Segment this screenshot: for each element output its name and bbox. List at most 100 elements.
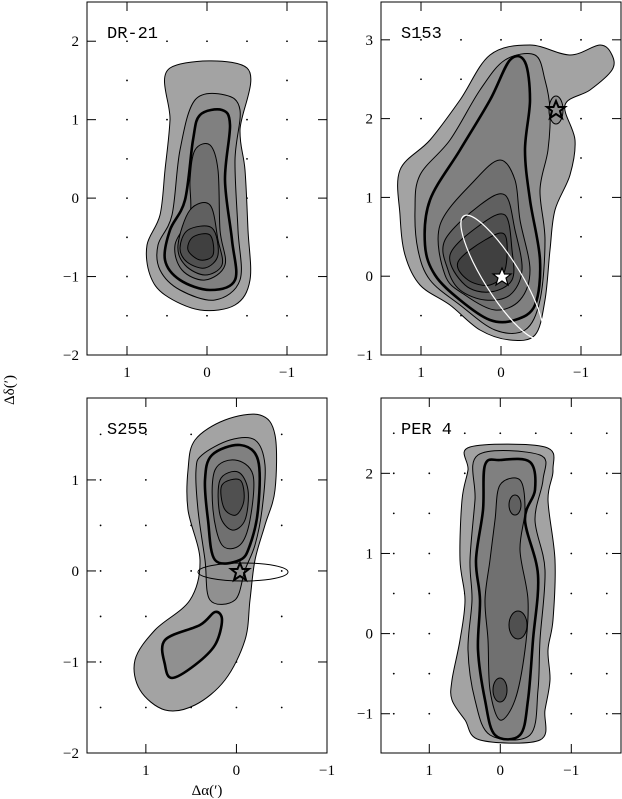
grid-dot [428,632,431,635]
grid-dot [570,512,573,515]
grid-dot [246,157,248,160]
x-tick-label: −1 [319,763,335,779]
grid-dot [126,314,128,317]
y-tick-label: 3 [366,33,374,49]
y-tick-label: −1 [357,707,373,723]
grid-dot [428,712,431,715]
grid-dot [190,570,193,572]
grid-dot [286,197,288,200]
grid-dot [190,433,193,436]
grid-dot [206,40,208,43]
grid-dot [580,275,582,278]
grid-dot [280,433,283,436]
y-tick-label: 0 [72,191,80,207]
y-tick-label: 1 [72,473,80,489]
grid-dot [605,512,608,515]
y-tick-label: −2 [63,746,79,762]
grid-dot [246,40,248,43]
y-tick-label: 1 [366,190,374,206]
grid-dot [392,472,395,475]
grid-dot [605,712,608,715]
grid-dot [605,592,608,595]
grid-dot [99,524,102,527]
grid-dot [280,524,283,527]
y-tick-label: 0 [72,564,80,580]
grid-dot [280,570,283,572]
grid-dot [246,314,248,317]
grid-dot [428,592,431,595]
grid-dot [286,275,288,278]
beam-ellipse [460,214,544,340]
grid-dot [144,706,147,709]
grid-dot [570,592,573,595]
y-tick-label: −1 [357,348,373,364]
grid-dot [166,118,168,121]
x-tick-label: −1 [279,365,295,381]
panel-title: S255 [107,421,148,440]
grid-dot [392,712,395,715]
grid-dot [99,570,102,572]
grid-dot [605,632,608,635]
grid-dot [460,78,462,81]
grid-dot [570,432,573,435]
y-tick-label: −2 [63,348,79,364]
grid-dot [428,472,431,475]
grid-dot [126,79,128,82]
grid-dot [392,672,395,675]
grid-dot [570,632,573,635]
grid-dot [580,235,582,238]
grid-dot [286,157,288,160]
y-tick-label: 0 [366,269,374,285]
grid-dot [392,592,395,595]
grid-dot [280,706,283,709]
grid-dot [206,314,208,317]
grid-dot [280,479,283,481]
x-axis-label: Δα(′) [192,783,223,799]
x-tick-label: 1 [426,763,434,779]
grid-dot [420,117,422,120]
grid-dot [392,512,395,515]
grid-dot [144,433,147,436]
y-tick-label: −1 [63,270,79,286]
grid-dot [392,632,395,635]
y-tick-label: 2 [366,112,374,128]
contour-level [187,233,215,261]
grid-dot [428,512,431,515]
grid-dot [99,615,102,618]
panel-title: DR-21 [107,25,158,44]
contour-level [220,478,245,516]
contours [133,413,278,712]
grid-dot [280,661,283,663]
grid-dot [428,432,431,435]
plot-frame [380,397,622,754]
grid-dot [420,78,422,81]
grid-dot [605,472,608,475]
contour-level [484,477,529,721]
grid-dot [570,712,573,715]
grid-dot [144,570,147,572]
star-marker [544,98,568,121]
grid-dot [246,118,248,121]
panel-title: PER 4 [401,421,452,440]
grid-dot [144,615,147,618]
grid-dot [605,552,608,555]
star-marker [491,266,513,287]
grid-dot [99,479,102,481]
grid-dot [144,479,147,481]
x-tick-label: 0 [497,763,505,779]
grid-dot [235,706,238,709]
x-tick-label: 1 [417,365,425,381]
grid-dot [126,118,128,121]
grid-dot [126,275,128,278]
x-tick-label: 0 [497,365,505,381]
grid-dot [280,615,283,618]
grid-dot [420,314,422,317]
grid-dot [463,472,466,475]
grid-dot [420,38,422,41]
grid-dot [126,40,128,43]
grid-dot [166,40,168,43]
grid-dot [570,552,573,555]
contours [450,443,556,744]
x-tick-label: 1 [142,763,150,779]
